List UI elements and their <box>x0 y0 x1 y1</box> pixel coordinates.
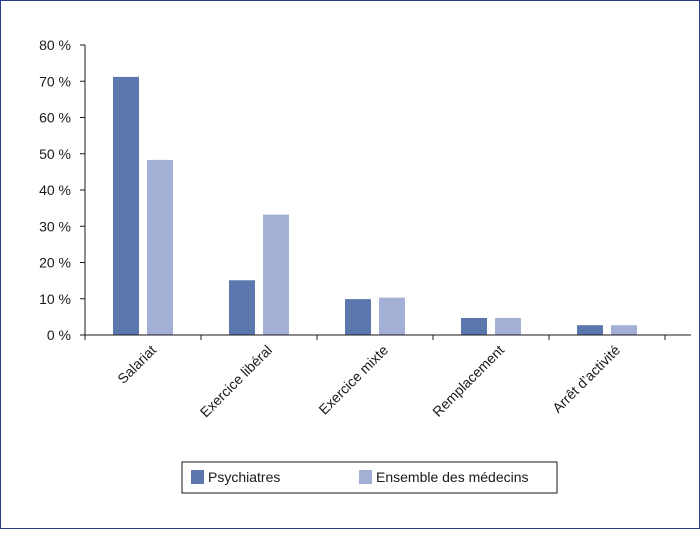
x-axis: Salariat Exercice libéral Exercice mixte Re… <box>84 334 691 420</box>
bar-ensemble-3 <box>495 317 521 335</box>
y-tick-label: 30 % <box>39 218 71 234</box>
bar-ensemble-1 <box>263 214 289 335</box>
y-tick-label: 50 % <box>39 146 71 162</box>
bar-psychiatres-3 <box>461 317 487 335</box>
y-tick-label: 80 % <box>39 37 71 53</box>
legend-label-psychiatres: Psychiatres <box>208 469 280 485</box>
y-axis: 0 % 10 % 20 % 30 % 40 % 50 % 60 % 70 % 80 % <box>39 37 86 343</box>
x-tick-label: Salariat <box>114 342 159 387</box>
legend-swatch-ensemble <box>359 470 372 484</box>
y-tick-label: 70 % <box>39 73 71 89</box>
bars <box>113 76 637 336</box>
x-tick-label: Remplacement <box>429 342 507 420</box>
bar-psychiatres-0 <box>113 76 139 336</box>
bar-ensemble-4 <box>611 325 637 335</box>
legend-swatch-psychiatres <box>191 470 204 484</box>
y-tick-label: 0 % <box>47 327 71 343</box>
bar-ensemble-2 <box>379 297 405 335</box>
bar-psychiatres-4 <box>577 325 603 335</box>
x-tick-label: Arrêt d’activité <box>549 342 623 416</box>
x-tick-label: Exercice mixte <box>315 342 391 418</box>
x-tick-label: Exercice libéral <box>197 342 275 420</box>
legend: Psychiatres Ensemble des médecins <box>181 461 558 494</box>
y-tick-label: 60 % <box>39 110 71 126</box>
bar-psychiatres-1 <box>229 280 255 335</box>
bar-ensemble-0 <box>147 159 173 335</box>
y-tick-label: 10 % <box>39 291 71 307</box>
legend-label-ensemble: Ensemble des médecins <box>376 469 529 485</box>
bar-psychiatres-2 <box>345 299 371 335</box>
y-tick-label: 40 % <box>39 182 71 198</box>
y-tick-label: 20 % <box>39 255 71 271</box>
